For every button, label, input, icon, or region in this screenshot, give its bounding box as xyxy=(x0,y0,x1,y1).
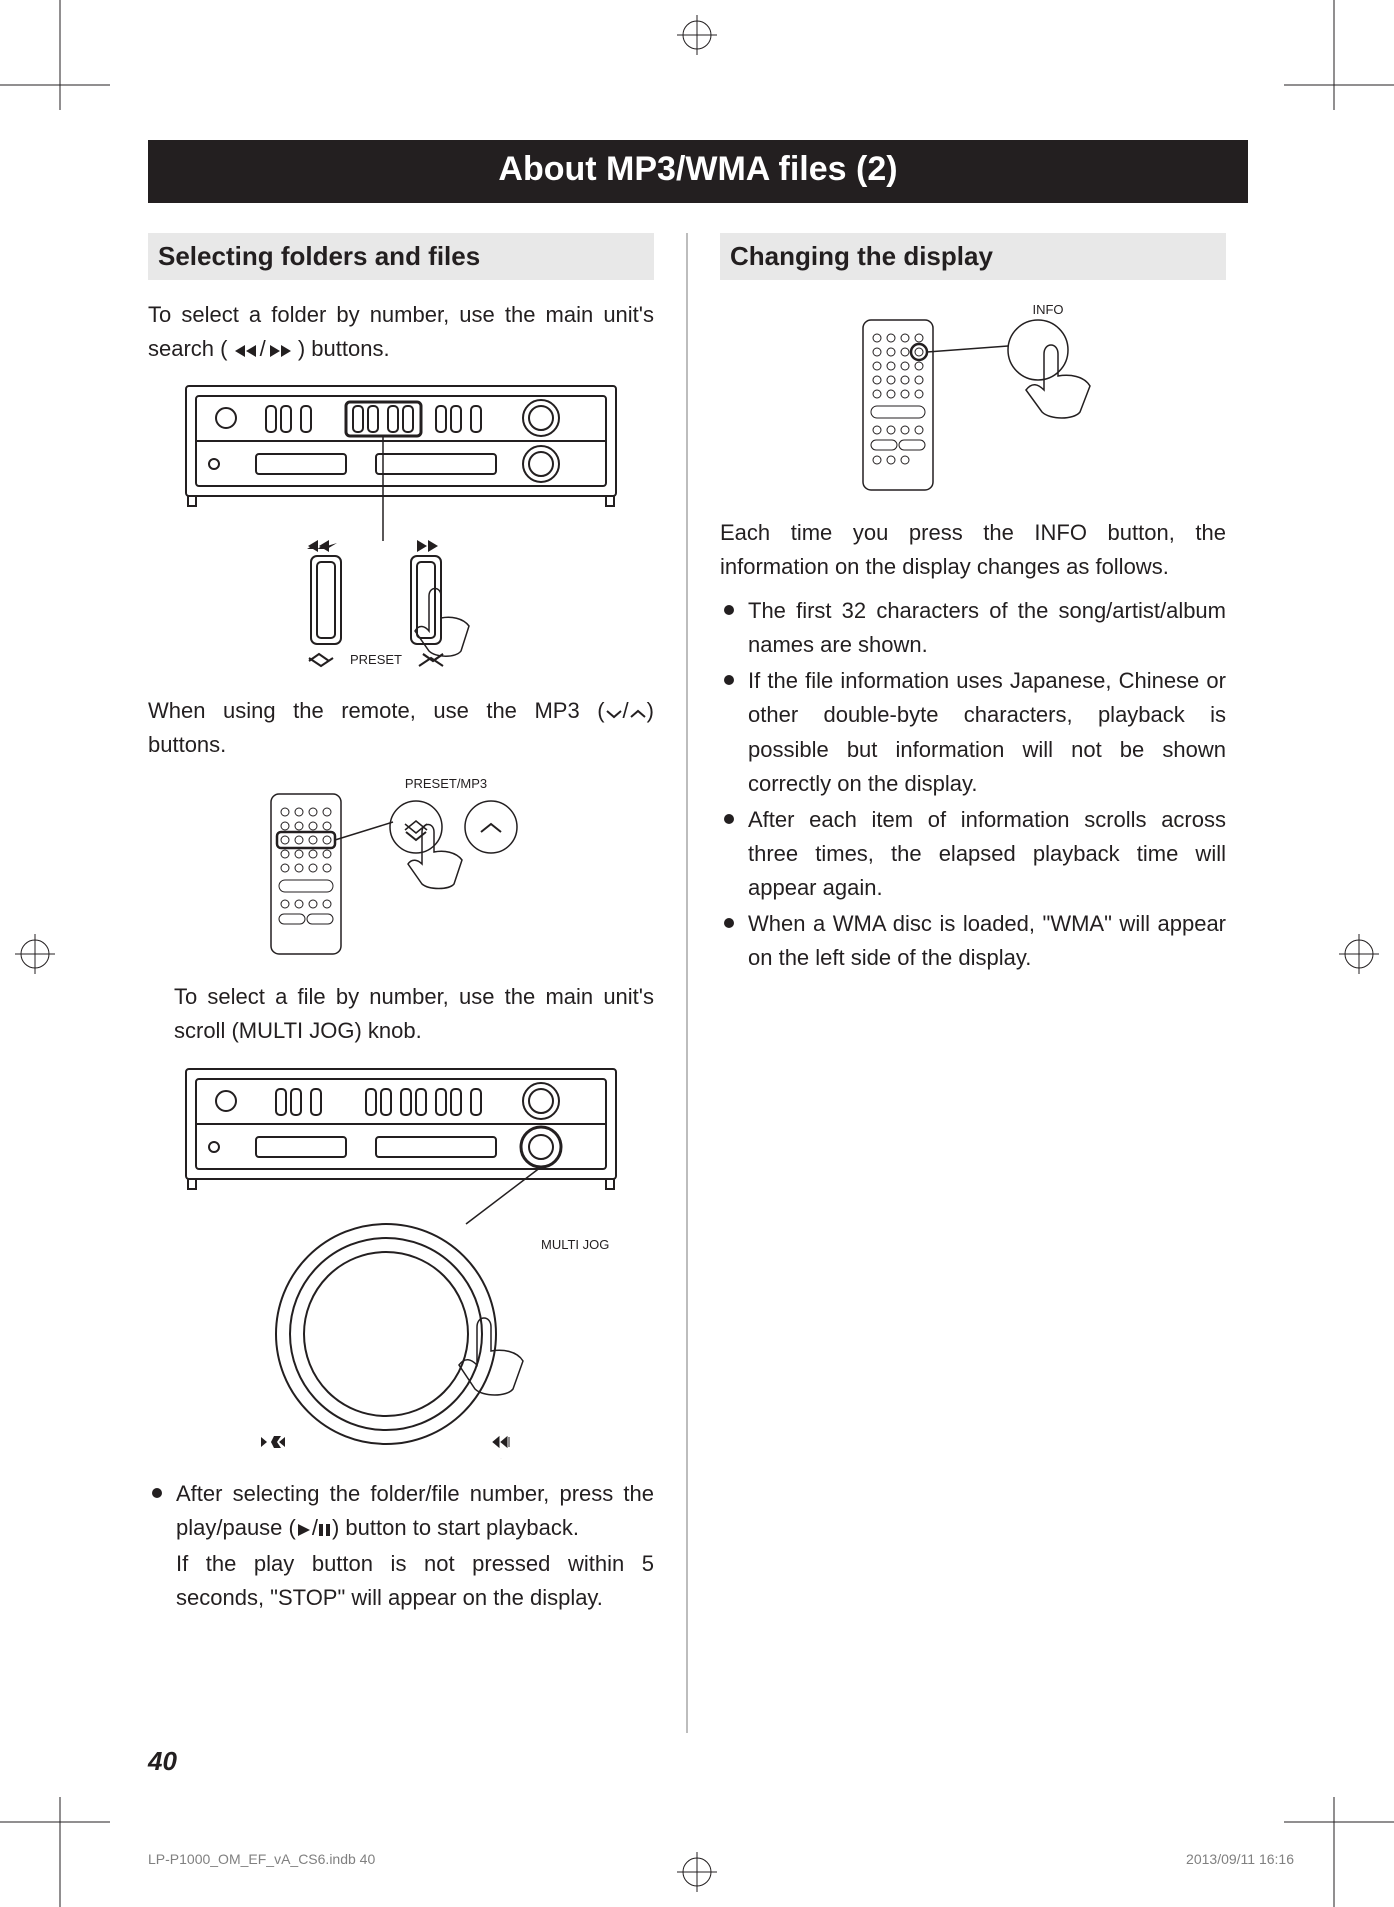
info-label: INFO xyxy=(1032,302,1063,317)
right-bullet-2: If the file information uses Japanese, C… xyxy=(720,664,1226,800)
multi-jog-label: MULTI JOG xyxy=(541,1237,609,1252)
page-title: About MP3/WMA files (2) xyxy=(148,140,1248,203)
left-bullet-1: After selecting the folder/file number, … xyxy=(148,1477,654,1545)
reg-mark-bottom xyxy=(677,1852,717,1892)
intro-suffix: ) buttons. xyxy=(298,336,390,361)
diagram-remote-info: INFO xyxy=(720,298,1226,498)
preset-label: PRESET xyxy=(350,652,402,667)
crop-mark-tr xyxy=(1284,0,1394,110)
page: About MP3/WMA files (2) Selecting folder… xyxy=(0,0,1394,1907)
right-bullet-1: The first 32 characters of the song/arti… xyxy=(720,594,1226,662)
right-bullet-3: After each item of information scrolls a… xyxy=(720,803,1226,905)
intro-prefix: To select a folder by number, use the ma… xyxy=(148,302,654,361)
left-bullets: After selecting the folder/file number, … xyxy=(148,1477,654,1545)
down-chevron-icon xyxy=(605,708,623,720)
section-heading-selecting: Selecting folders and files xyxy=(148,233,654,280)
column-divider xyxy=(686,233,688,1733)
play-icon xyxy=(296,1523,312,1537)
file-select-text: To select a file by number, use the main… xyxy=(148,980,654,1048)
pause-icon xyxy=(318,1523,332,1537)
crop-mark-bl xyxy=(0,1797,110,1907)
rewind-icon xyxy=(234,344,260,358)
crop-mark-tl xyxy=(0,0,110,110)
diagram-remote-preset: PRESET/MP3 xyxy=(148,772,654,962)
footer-file: LP-P1000_OM_EF_vA_CS6.indb 40 xyxy=(148,1851,375,1867)
content-area: About MP3/WMA files (2) Selecting folder… xyxy=(148,140,1248,1733)
left-bullet-subtext: If the play button is not pressed within… xyxy=(148,1547,654,1615)
right-bullet-4: When a WMA disc is loaded, "WMA" will ap… xyxy=(720,907,1226,975)
remote-text: When using the remote, use the MP3 (/) b… xyxy=(148,694,654,762)
remote-text-prefix: When using the remote, use the MP3 ( xyxy=(148,698,605,723)
left-bullet-1-suffix: ) button to start playback. xyxy=(332,1515,579,1540)
section-heading-display: Changing the display xyxy=(720,233,1226,280)
preset-mp3-label: PRESET/MP3 xyxy=(405,776,487,791)
up-chevron-icon xyxy=(629,708,647,720)
intro-text: To select a folder by number, use the ma… xyxy=(148,298,654,366)
reg-mark-top xyxy=(677,15,717,55)
reg-mark-left xyxy=(15,934,55,974)
diagram-unit-preset: PRESET xyxy=(148,376,654,676)
reg-mark-right xyxy=(1339,934,1379,974)
left-column: Selecting folders and files To select a … xyxy=(148,233,676,1733)
crop-mark-br xyxy=(1284,1797,1394,1907)
footer-timestamp: 2013/09/11 16:16 xyxy=(1186,1851,1294,1867)
page-number: 40 xyxy=(148,1746,177,1777)
columns: Selecting folders and files To select a … xyxy=(148,233,1248,1733)
forward-icon xyxy=(266,344,292,358)
diagram-unit-multijog: MULTI JOG xyxy=(148,1059,654,1459)
right-intro: Each time you press the INFO button, the… xyxy=(720,516,1226,584)
right-column: Changing the display INFO xyxy=(698,233,1226,1733)
right-bullets: The first 32 characters of the song/arti… xyxy=(720,594,1226,975)
